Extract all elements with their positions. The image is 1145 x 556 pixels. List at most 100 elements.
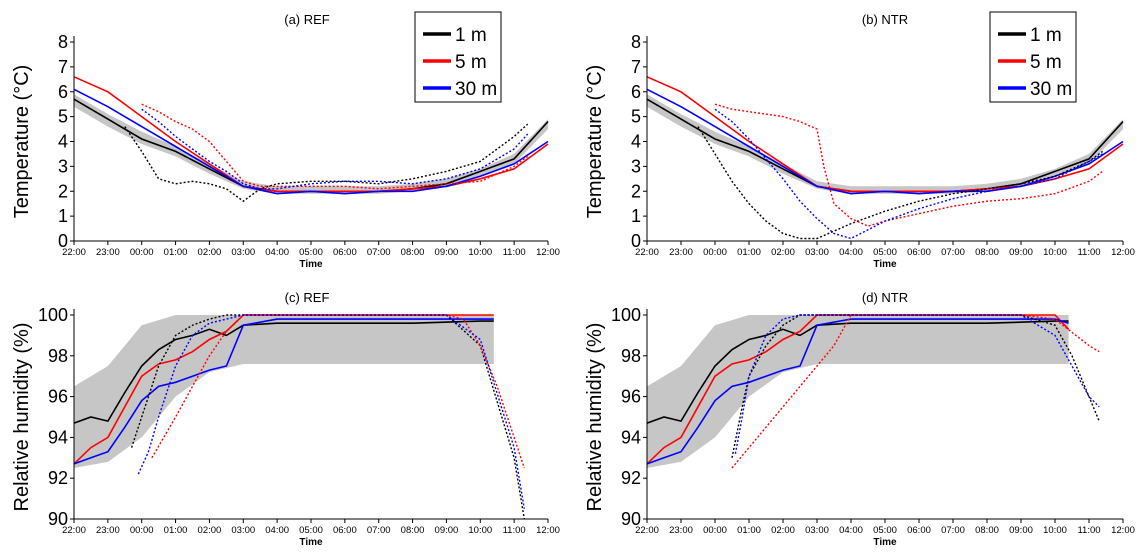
- legend-label: 1 m: [455, 25, 487, 46]
- x-tick-label: 06:00: [333, 247, 357, 258]
- x-tick-label: 02:00: [198, 247, 222, 258]
- series-line-30m-solid: [73, 88, 549, 195]
- legend-label: 30 m: [455, 79, 497, 100]
- x-tick-label: 05:00: [873, 525, 897, 536]
- y-tick-label: 6: [631, 82, 641, 102]
- y-tick-label: 100: [38, 305, 68, 325]
- panel-3: 90 92 94 96 98 100 22:00 23:00 00:00 01:00 02:00 03…: [584, 290, 1135, 548]
- y-tick-label: 1: [631, 206, 641, 226]
- x-tick-label: 03:00: [805, 247, 829, 258]
- series-line-5m-dotted: [731, 314, 1100, 469]
- x-tick-label: 02:00: [198, 525, 222, 536]
- y-tick-label: 94: [621, 427, 641, 447]
- x-tick-label: 01:00: [164, 247, 188, 258]
- x-axis-label: Time: [299, 537, 323, 548]
- x-tick-label: 09:00: [435, 247, 459, 258]
- y-tick-label: 96: [48, 387, 68, 407]
- x-tick-label: 23:00: [669, 247, 693, 258]
- x-tick-label: 12:00: [1111, 247, 1135, 258]
- panel-0: 0 1 2 3 4 5 6 7 8 22:00 23:00 00:00 01:00 02:00 03:00 0…: [11, 11, 560, 270]
- chart-title: (b) NTR: [862, 12, 908, 27]
- x-tick-label: 04:00: [265, 525, 289, 536]
- x-tick-label: 09:00: [1009, 247, 1033, 258]
- y-tick-label: 92: [621, 468, 641, 488]
- y-tick-label: 98: [621, 346, 641, 366]
- x-tick-label: 07:00: [367, 247, 391, 258]
- y-tick-label: 4: [58, 132, 68, 152]
- x-tick-label: 23:00: [96, 247, 120, 258]
- x-tick-label: 11:00: [503, 247, 526, 258]
- chart-title: (a) REF: [284, 12, 330, 27]
- x-axis-label: Time: [873, 537, 897, 548]
- x-tick-label: 04:00: [265, 247, 289, 258]
- series-line-1m-solid: [646, 320, 1069, 424]
- series-line-30m-dotted: [137, 314, 525, 509]
- x-axis-label: Time: [299, 259, 323, 270]
- y-tick-label: 90: [48, 509, 68, 529]
- x-tick-label: 10:00: [468, 525, 492, 536]
- x-tick-label: 22:00: [635, 247, 659, 258]
- x-tick-label: 08:00: [975, 247, 999, 258]
- x-tick-label: 10:00: [1043, 247, 1067, 258]
- x-tick-label: 23:00: [669, 525, 693, 536]
- x-tick-label: 08:00: [401, 247, 425, 258]
- x-tick-label: 12:00: [536, 525, 560, 536]
- spread-band: [74, 94, 548, 194]
- x-tick-label: 00:00: [703, 247, 727, 258]
- x-axis-label: Time: [873, 259, 897, 270]
- x-tick-label: 05:00: [873, 247, 897, 258]
- y-tick-label: 96: [621, 387, 641, 407]
- series-line-30m-solid: [646, 88, 1124, 195]
- x-tick-label: 07:00: [941, 247, 965, 258]
- series-line-1m-solid: [73, 320, 494, 424]
- legend-label: 5 m: [1030, 52, 1062, 73]
- x-tick-label: 11:00: [1077, 525, 1100, 536]
- x-tick-label: 00:00: [703, 525, 727, 536]
- y-axis-label: Temperature (°C): [11, 65, 33, 219]
- y-tick-label: 2: [631, 181, 641, 201]
- x-tick-label: 12:00: [536, 247, 560, 258]
- x-tick-label: 04:00: [839, 247, 863, 258]
- x-tick-label: 11:00: [1077, 247, 1100, 258]
- y-tick-label: 6: [58, 82, 68, 102]
- x-tick-label: 05:00: [299, 525, 323, 536]
- x-tick-label: 06:00: [907, 525, 931, 536]
- y-axis-label: Relative humidity (%): [11, 323, 33, 512]
- x-tick-label: 02:00: [771, 247, 795, 258]
- x-tick-label: 05:00: [299, 247, 323, 258]
- x-tick-label: 10:00: [468, 247, 492, 258]
- y-tick-label: 0: [58, 231, 68, 251]
- x-tick-label: 09:00: [1009, 525, 1033, 536]
- spread-band: [74, 315, 494, 468]
- y-tick-label: 0: [631, 231, 641, 251]
- legend: 1 m 5 m 30 m: [414, 11, 502, 103]
- y-tick-label: 3: [58, 156, 68, 176]
- x-tick-label: 12:00: [1111, 525, 1135, 536]
- x-tick-label: 08:00: [975, 525, 999, 536]
- x-tick-label: 03:00: [231, 525, 255, 536]
- x-tick-label: 01:00: [164, 525, 188, 536]
- y-tick-label: 2: [58, 181, 68, 201]
- chart-title: (d) NTR: [862, 290, 908, 305]
- x-tick-label: 02:00: [771, 525, 795, 536]
- series-line-30m-solid: [73, 318, 494, 465]
- series-line-1m-dotted: [124, 123, 529, 203]
- panel-1: 0 1 2 3 4 5 6 7 8 22:00 23:00 00:00 01:00 02:00 03:00 0…: [584, 11, 1135, 270]
- y-tick-label: 92: [48, 468, 68, 488]
- chart-title: (c) REF: [285, 290, 330, 305]
- x-tick-label: 01:00: [737, 525, 761, 536]
- spread-band: [647, 315, 1069, 468]
- y-tick-label: 8: [58, 32, 68, 52]
- x-tick-label: 03:00: [231, 247, 255, 258]
- y-tick-label: 5: [631, 107, 641, 127]
- x-tick-label: 22:00: [62, 525, 86, 536]
- y-tick-label: 8: [631, 32, 641, 52]
- x-tick-label: 04:00: [839, 525, 863, 536]
- x-tick-label: 06:00: [907, 247, 931, 258]
- y-tick-label: 7: [58, 57, 68, 77]
- y-tick-label: 90: [621, 509, 641, 529]
- y-tick-label: 100: [611, 305, 641, 325]
- y-tick-label: 1: [58, 206, 68, 226]
